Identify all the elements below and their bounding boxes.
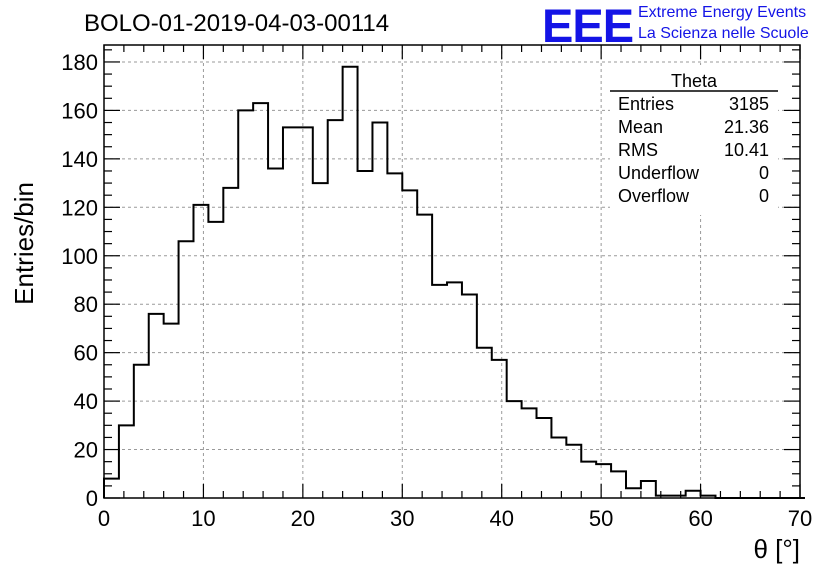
x-tick-labels: 0 10 20 30 40 50 60 70 — [98, 506, 812, 531]
logo-subtitle-line2: La Scienza nelle Scuole — [638, 25, 809, 42]
axis-ticks — [103, 45, 801, 499]
stats-underflow-value: 0 — [759, 163, 769, 183]
stats-mean-value: 21.36 — [724, 117, 769, 137]
y-axis-title: Entries/bin — [9, 182, 39, 305]
stats-underflow-label: Underflow — [618, 163, 700, 183]
x-tick-label: 60 — [688, 506, 712, 531]
y-tick-label: 0 — [86, 486, 98, 511]
stats-overflow-value: 0 — [759, 186, 769, 206]
stats-entries-label: Entries — [618, 94, 674, 114]
y-tick-label: 120 — [61, 195, 98, 220]
x-axis-title: θ [°] — [753, 534, 800, 564]
eee-logo: EEE — [542, 0, 634, 52]
stats-box: Theta Entries 3185 Mean 21.36 RMS 10.41 … — [610, 65, 778, 215]
histogram-step-line — [103, 65, 805, 499]
plot-frame — [103, 44, 801, 499]
y-tick-label: 40 — [74, 389, 98, 414]
y-tick-label: 20 — [74, 438, 98, 463]
stats-mean-label: Mean — [618, 117, 663, 137]
y-tick-label: 60 — [74, 341, 98, 366]
logo-subtitle-line1: Extreme Energy Events — [638, 4, 807, 21]
y-tick-labels: 0 20 40 60 80 100 120 140 160 180 — [61, 50, 98, 511]
stats-entries-value: 3185 — [729, 94, 769, 114]
chart-title: BOLO-01-2019-04-03-00114 — [84, 10, 390, 37]
y-tick-label: 80 — [74, 292, 98, 317]
x-tick-label: 10 — [191, 506, 215, 531]
x-tick-label: 20 — [291, 506, 315, 531]
x-tick-label: 50 — [589, 506, 613, 531]
stats-rms-label: RMS — [618, 140, 658, 160]
stats-overflow-label: Overflow — [618, 186, 690, 206]
stats-box-background — [610, 65, 778, 215]
stats-rms-value: 10.41 — [724, 140, 769, 160]
stats-title: Theta — [671, 71, 718, 91]
x-tick-label: 30 — [390, 506, 414, 531]
x-tick-label: 70 — [788, 506, 812, 531]
grid-lines — [104, 45, 800, 498]
y-tick-label: 100 — [61, 244, 98, 269]
y-tick-label: 160 — [61, 98, 98, 123]
x-tick-label: 0 — [98, 506, 110, 531]
x-tick-label: 40 — [489, 506, 513, 531]
y-tick-label: 140 — [61, 147, 98, 172]
y-tick-label: 180 — [61, 50, 98, 75]
